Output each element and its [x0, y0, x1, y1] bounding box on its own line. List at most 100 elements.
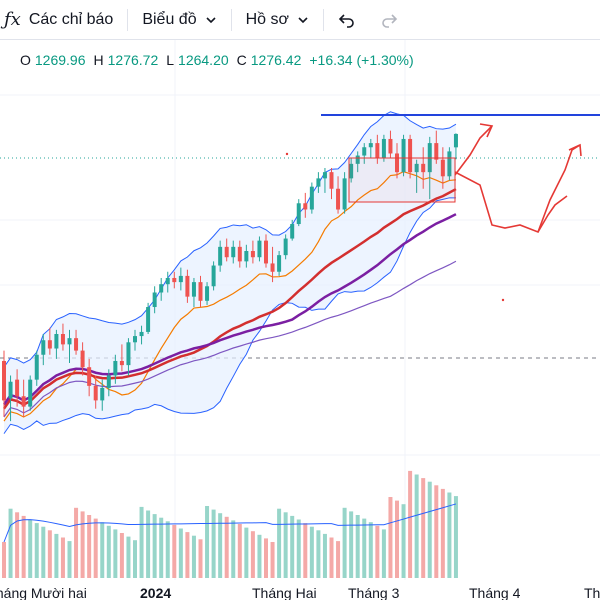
candle-body: [41, 340, 46, 355]
low-value: 1264.20: [178, 52, 229, 68]
alt-path: [537, 195, 568, 233]
candle-body: [270, 263, 275, 272]
candle: [2, 350, 6, 417]
toolbar-divider: [127, 8, 129, 31]
candle: [447, 147, 452, 181]
toolbar: ƒx Các chỉ báo Biểu đồ Hồ sơ: [0, 0, 600, 40]
candle: [368, 138, 373, 158]
candle: [8, 375, 13, 422]
indicators-button[interactable]: ƒx Các chỉ báo: [0, 0, 119, 40]
candle: [159, 277, 164, 301]
volume-bar: [165, 521, 170, 578]
volume-bar: [447, 492, 452, 578]
candle: [15, 369, 20, 407]
chart-type-dropdown[interactable]: Biểu đồ: [136, 0, 222, 40]
low-key: L: [166, 52, 175, 68]
user-drawings[interactable]: [285, 114, 600, 302]
candle-body: [237, 246, 242, 262]
high-value: 1276.72: [107, 52, 159, 68]
candle-body: [250, 251, 255, 258]
volume-bar: [414, 474, 419, 578]
x-tick-label: Tháng Hai: [252, 585, 317, 600]
volume-bar: [309, 526, 314, 578]
candle: [126, 338, 131, 376]
candle: [113, 354, 118, 384]
candle: [80, 342, 85, 376]
up-arrow-path: [454, 125, 493, 176]
candle: [453, 133, 458, 160]
arrowhead: [479, 123, 494, 138]
candle-body: [178, 275, 183, 283]
toolbar-divider: [230, 8, 232, 31]
close-value: 1276.42: [250, 52, 302, 68]
volume-bar: [8, 508, 13, 578]
x-tick-label: 2024: [140, 585, 171, 600]
candle-body: [21, 396, 26, 407]
candle-body: [421, 163, 426, 173]
volume-bar: [218, 513, 223, 578]
candle: [133, 329, 137, 351]
candle: [172, 271, 177, 289]
candle-body: [244, 251, 249, 262]
volume-bar: [342, 507, 347, 578]
volume-bar: [205, 506, 210, 578]
candle-body: [283, 238, 288, 256]
volume-bar: [264, 538, 268, 578]
volume-bar: [453, 496, 458, 578]
candle-body: [47, 340, 52, 349]
volume-bar: [198, 539, 203, 578]
candle-body: [453, 133, 458, 148]
candle-body: [414, 163, 419, 173]
undo-button[interactable]: [332, 0, 362, 40]
marker-dot: [501, 298, 505, 302]
candle: [100, 379, 105, 411]
volume-bar: [375, 525, 380, 578]
candle: [93, 375, 98, 409]
indicators-label: Các chỉ báo: [28, 10, 114, 28]
fx-icon: ƒx: [4, 9, 21, 30]
candle: [349, 157, 354, 183]
change-value: +16.34 (+1.30%): [309, 52, 414, 68]
candle: [54, 329, 59, 359]
candle: [296, 199, 301, 227]
volume-bar: [381, 529, 386, 578]
candle: [119, 344, 124, 372]
volume-bar: [250, 531, 255, 578]
candle: [139, 325, 144, 345]
candle: [270, 246, 275, 283]
candle-body: [139, 331, 144, 337]
bollinger-upper: [3, 111, 457, 368]
candle: [388, 130, 393, 158]
candle-body: [106, 375, 111, 388]
volume-bar: [159, 517, 164, 578]
volume-bar: [270, 542, 275, 578]
candle-body: [8, 381, 13, 399]
volume-bar: [296, 519, 301, 578]
volume-bar: [237, 524, 242, 578]
candle-body: [211, 265, 216, 287]
x-axis: tháng Mười hai 2024 Tháng Hai Tháng 3 Tháng …: [0, 585, 600, 600]
volume-bar: [277, 508, 282, 578]
candle-body: [349, 163, 354, 179]
candle-body: [119, 360, 124, 366]
candle-body: [15, 379, 20, 397]
candle-body: [34, 354, 39, 380]
candle: [218, 240, 223, 272]
candle-body: [28, 379, 33, 407]
volume-bar: [388, 497, 393, 578]
redo-button[interactable]: [374, 0, 404, 40]
volume-bar: [349, 511, 354, 578]
candle: [106, 369, 111, 397]
volume-bar: [172, 524, 177, 578]
candle: [342, 172, 347, 214]
candle: [198, 275, 203, 308]
candle-body: [336, 188, 341, 210]
volume-bar: [41, 526, 46, 578]
candle: [28, 375, 33, 411]
profile-dropdown[interactable]: Hồ sơ: [240, 0, 315, 40]
candle-body: [2, 360, 6, 401]
volume-bar: [15, 512, 20, 578]
candle-body: [87, 367, 92, 386]
chart-type-label: Biểu đồ: [142, 10, 197, 28]
